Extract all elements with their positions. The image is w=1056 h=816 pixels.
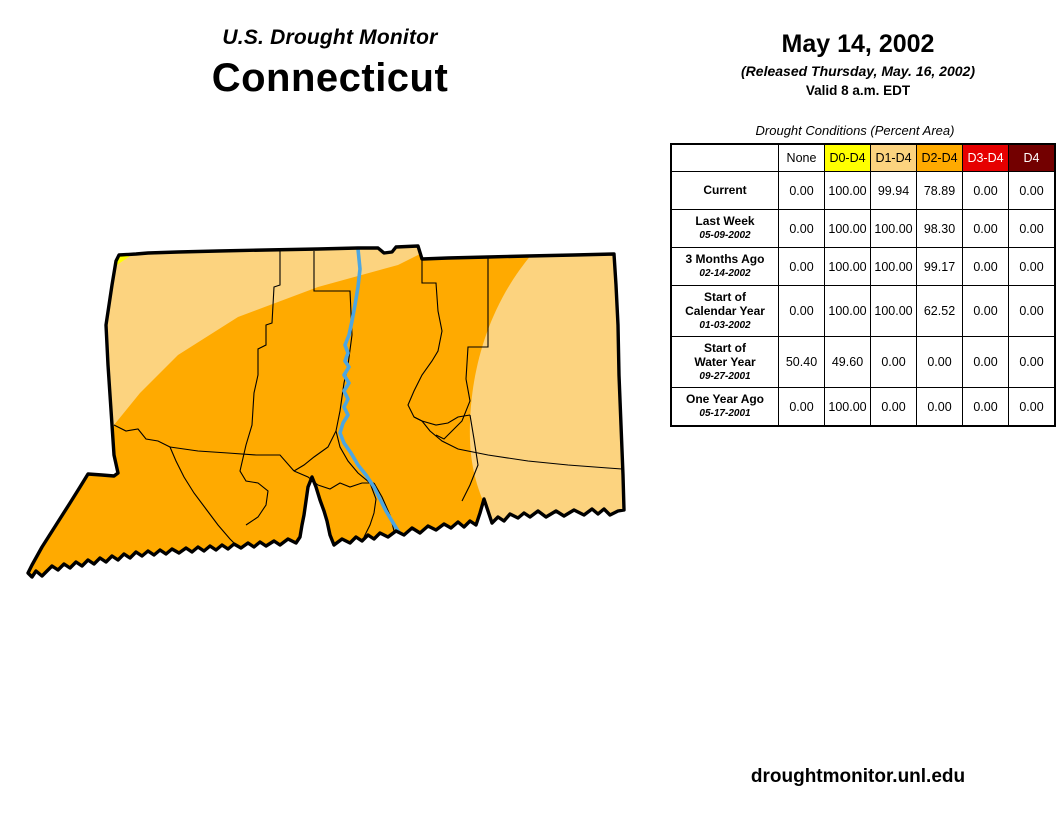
table-cell-value: 100.00 — [824, 209, 871, 248]
info-panel: May 14, 2002 (Released Thursday, May. 16… — [660, 0, 1056, 816]
table-row-label: Last Week 05-09-2002 — [670, 209, 779, 248]
table-row: 3 Months Ago 02-14-2002 0.00 100.00 100.00 99… — [670, 247, 1056, 286]
table-cell-value: 49.60 — [824, 336, 871, 388]
table-body: Current 0.00 100.00 99.94 78.89 0.00 0.00 Last … — [670, 171, 1056, 427]
drought-map[interactable] — [18, 225, 658, 695]
table-row: Last Week 05-09-2002 0.00 100.00 100.00 98.30… — [670, 209, 1056, 248]
table-cell-value: 50.40 — [778, 336, 825, 388]
table-cell-value: 0.00 — [962, 247, 1009, 286]
table-caption: Drought Conditions (Percent Area) — [755, 123, 955, 138]
table-row-date: 09-27-2001 — [699, 370, 751, 382]
table-row-label: One Year Ago 05-17-2001 — [670, 387, 779, 427]
map-panel: U.S. Drought Monitor Connecticut — [0, 26, 660, 695]
table-cell-value: 0.00 — [778, 387, 825, 427]
table-row: Start of Water Year 09-27-2001 50.40 49.60 0.… — [670, 336, 1056, 388]
table-cell-value: 0.00 — [1008, 209, 1056, 248]
table-row-label: 3 Months Ago 02-14-2002 — [670, 247, 779, 286]
table-cell-value: 0.00 — [916, 387, 963, 427]
table-row: Start of Calendar Year 01-03-2002 0.00 100.0… — [670, 285, 1056, 337]
drought-conditions-table: None D0-D4 D1-D4 D2-D4 D3-D4 D4 Current 0.00 10… — [670, 143, 1056, 427]
table-row-date: 05-17-2001 — [699, 408, 751, 420]
state-title: Connecticut — [211, 56, 449, 100]
region-d1-east — [469, 246, 624, 577]
table-cell-value: 0.00 — [962, 336, 1009, 388]
table-cell-value: 100.00 — [824, 387, 871, 427]
table-cell-value: 0.00 — [916, 336, 963, 388]
table-corner-cell — [671, 144, 779, 172]
date-block: May 14, 2002 (Released Thursday, May. 16… — [660, 30, 1056, 98]
table-cell-value: 0.00 — [962, 209, 1009, 248]
valid-time: Valid 8 a.m. EDT — [805, 83, 911, 98]
table-cell-value: 0.00 — [962, 285, 1009, 337]
table-row-label: Current — [670, 171, 779, 210]
table-cell-value: 99.94 — [870, 171, 917, 210]
table-row-label: Start of Water Year 09-27-2001 — [670, 336, 779, 388]
table-cell-value: 100.00 — [824, 171, 871, 210]
region-d1-northwest — [104, 246, 438, 440]
table-row-label: Start of Calendar Year 01-03-2002 — [670, 285, 779, 337]
table-cell-value: 0.00 — [962, 171, 1009, 210]
table-cell-value: 0.00 — [1008, 247, 1056, 286]
table-cell-value: 100.00 — [870, 209, 917, 248]
table-cell-value: 0.00 — [778, 285, 825, 337]
table-cell-value: 0.00 — [962, 387, 1009, 427]
table-col-header-d2-d4: D2-D4 — [916, 143, 963, 172]
table-cell-value: 0.00 — [1008, 285, 1056, 337]
valid-date: May 14, 2002 — [781, 30, 935, 58]
table-cell-value: 98.30 — [916, 209, 963, 248]
table-header: None D0-D4 D1-D4 D2-D4 D3-D4 D4 — [671, 143, 1056, 172]
table-cell-value: 0.00 — [1008, 387, 1056, 427]
table-cell-value: 99.17 — [916, 247, 963, 286]
table-cell-value: 0.00 — [1008, 336, 1056, 388]
table-cell-value: 62.52 — [916, 285, 963, 337]
table-row-date: 05-09-2002 — [699, 230, 751, 242]
table-cell-value: 0.00 — [1008, 171, 1056, 210]
table-cell-value: 100.00 — [824, 247, 871, 286]
title-block: U.S. Drought Monitor Connecticut — [0, 26, 660, 101]
table-cell-value: 0.00 — [870, 387, 917, 427]
page-title: U.S. Drought Monitor — [222, 26, 438, 49]
table-col-header-d0-d4: D0-D4 — [824, 143, 871, 172]
connecticut-map-svg[interactable] — [18, 225, 658, 695]
table-cell-value: 0.00 — [778, 247, 825, 286]
table-row: One Year Ago 05-17-2001 0.00 100.00 0.00 0.00… — [670, 387, 1056, 427]
table-row-date: 01-03-2002 — [699, 319, 751, 331]
table-cell-value: 0.00 — [870, 336, 917, 388]
table-cell-value: 100.00 — [870, 285, 917, 337]
table-col-header-d3-d4: D3-D4 — [962, 143, 1009, 172]
table-cell-value: 0.00 — [778, 171, 825, 210]
connecticut-river — [338, 247, 414, 549]
table-col-header-d4: D4 — [1008, 143, 1056, 172]
table-col-header-none: None — [778, 143, 825, 172]
released-date: (Released Thursday, May. 16, 2002) — [741, 63, 975, 79]
table-cell-value: 100.00 — [824, 285, 871, 337]
table-col-header-d1-d4: D1-D4 — [870, 143, 917, 172]
table-row: Current 0.00 100.00 99.94 78.89 0.00 0.00 — [670, 171, 1056, 210]
table-header-row: None D0-D4 D1-D4 D2-D4 D3-D4 D4 — [671, 143, 1056, 172]
site-url[interactable]: droughtmonitor.unl.edu — [750, 766, 966, 787]
table-cell-value: 100.00 — [870, 247, 917, 286]
table-row-date: 02-14-2002 — [699, 268, 751, 280]
table-cell-value: 0.00 — [778, 209, 825, 248]
table-cell-value: 78.89 — [916, 171, 963, 210]
